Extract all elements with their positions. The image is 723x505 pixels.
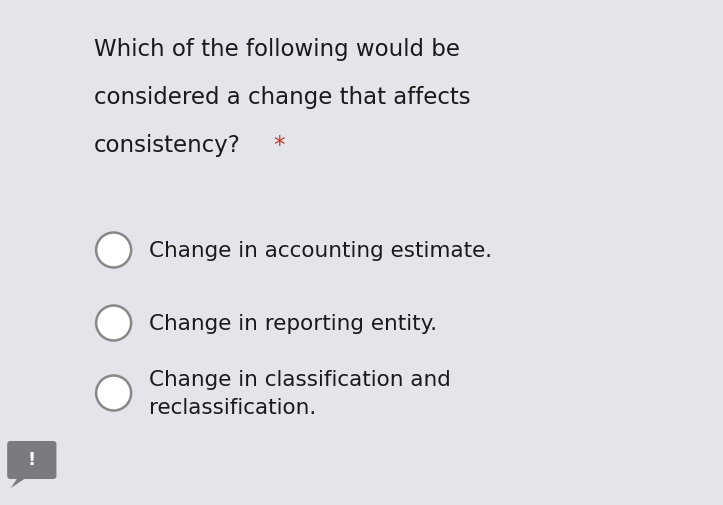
Text: Change in classification and: Change in classification and bbox=[149, 369, 450, 389]
Text: consistency?: consistency? bbox=[93, 134, 241, 157]
Text: reclassification.: reclassification. bbox=[149, 397, 316, 418]
Polygon shape bbox=[11, 476, 29, 488]
Text: Change in reporting entity.: Change in reporting entity. bbox=[149, 314, 437, 333]
Text: Change in accounting estimate.: Change in accounting estimate. bbox=[149, 240, 492, 261]
Text: Which of the following would be: Which of the following would be bbox=[93, 38, 460, 61]
Bar bbox=[0, 0, 64, 505]
FancyBboxPatch shape bbox=[7, 441, 56, 479]
Circle shape bbox=[96, 376, 131, 411]
Text: !: ! bbox=[27, 450, 36, 468]
Text: *: * bbox=[273, 134, 285, 157]
Circle shape bbox=[96, 233, 131, 268]
Text: considered a change that affects: considered a change that affects bbox=[93, 86, 470, 109]
Circle shape bbox=[96, 306, 131, 341]
